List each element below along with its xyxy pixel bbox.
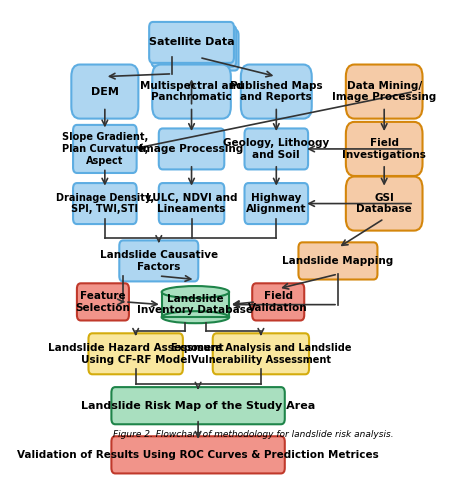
Text: Field
Validation: Field Validation [248,291,308,312]
FancyBboxPatch shape [112,436,285,474]
Text: Drainage Density,
SPI, TWI,STI: Drainage Density, SPI, TWI,STI [56,193,154,214]
FancyBboxPatch shape [152,26,236,66]
Text: GSI
Database: GSI Database [356,193,412,214]
Text: Landslide
Inventory Database: Landslide Inventory Database [137,294,253,316]
Text: Field
Investigations: Field Investigations [342,138,426,160]
FancyBboxPatch shape [346,176,423,231]
FancyBboxPatch shape [149,22,234,63]
Text: Figure 2. Flowchart of methodology for landslide risk analysis.: Figure 2. Flowchart of methodology for l… [113,430,393,439]
Text: DEM: DEM [91,86,119,97]
Ellipse shape [162,286,229,298]
FancyBboxPatch shape [152,64,231,118]
Text: Published Maps
and Reports: Published Maps and Reports [230,81,323,102]
Text: Slope Gradient,
Plan Curvature,
Aspect: Slope Gradient, Plan Curvature, Aspect [62,132,148,166]
FancyBboxPatch shape [159,128,224,170]
FancyBboxPatch shape [241,64,312,118]
FancyBboxPatch shape [72,64,138,118]
Text: Highway
Alignment: Highway Alignment [246,193,306,214]
FancyBboxPatch shape [89,334,183,374]
FancyBboxPatch shape [252,284,304,321]
Text: Data Mining/
Image Processing: Data Mining/ Image Processing [332,81,436,102]
FancyBboxPatch shape [73,125,137,173]
Text: Landslide Risk Map of the Study Area: Landslide Risk Map of the Study Area [81,400,315,410]
FancyBboxPatch shape [112,387,285,424]
FancyBboxPatch shape [77,284,129,321]
FancyBboxPatch shape [346,122,423,176]
Text: Landslide Causative
Factors: Landslide Causative Factors [100,250,218,272]
Text: Multispectral and
Panchromatic: Multispectral and Panchromatic [140,81,243,102]
Text: Geology, Lithoogy
and Soil: Geology, Lithoogy and Soil [223,138,329,160]
Text: Validation of Results Using ROC Curves & Prediction Metrices: Validation of Results Using ROC Curves &… [17,450,379,460]
Text: Image Processing: Image Processing [140,144,243,154]
FancyBboxPatch shape [346,64,423,118]
FancyBboxPatch shape [162,292,229,317]
Ellipse shape [162,311,229,323]
FancyBboxPatch shape [213,334,309,374]
FancyBboxPatch shape [244,128,308,170]
Text: Exposure Analysis and Landslide
Vulnerability Assessment: Exposure Analysis and Landslide Vulnerab… [171,343,351,364]
FancyBboxPatch shape [244,183,308,224]
FancyBboxPatch shape [154,30,238,70]
Text: Landslide Hazard Assessment
Using CF-RF Model: Landslide Hazard Assessment Using CF-RF … [48,343,224,364]
Text: Satellite Data: Satellite Data [149,38,234,48]
FancyBboxPatch shape [119,240,198,282]
Text: Landslide Mapping: Landslide Mapping [282,256,394,266]
Text: LULC, NDVI and
Lineaments: LULC, NDVI and Lineaments [146,193,237,214]
Text: Feature
Selection: Feature Selection [76,291,130,312]
FancyBboxPatch shape [298,242,378,280]
FancyBboxPatch shape [73,183,137,224]
FancyBboxPatch shape [159,183,224,224]
